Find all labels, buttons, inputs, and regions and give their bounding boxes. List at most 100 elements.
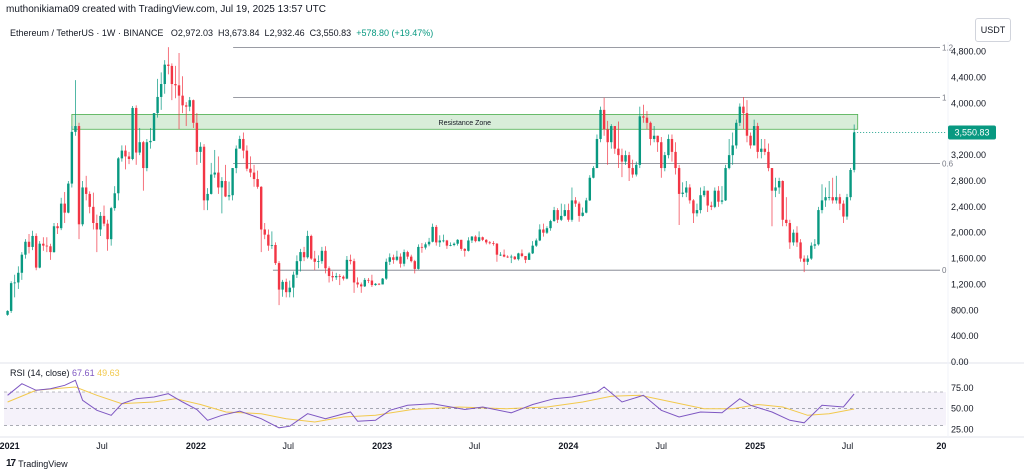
candle-body <box>209 174 213 194</box>
candle-body <box>617 148 620 156</box>
candle-body <box>388 257 391 262</box>
candle-body <box>763 148 767 152</box>
candle-body <box>760 148 763 152</box>
candle-body <box>520 253 524 256</box>
last-price-label: 3,550.83 <box>954 127 989 137</box>
candle-body <box>613 126 617 149</box>
candle-body <box>795 232 799 243</box>
candle-body <box>706 190 709 206</box>
candle-body <box>620 155 624 162</box>
candle-body <box>174 84 177 86</box>
candle-body <box>549 221 552 229</box>
time-axis-label: 2025 <box>745 441 765 451</box>
candle-body <box>777 180 781 188</box>
currency-button[interactable]: USDT <box>975 18 1011 42</box>
candle-body <box>463 248 466 251</box>
candle-body <box>402 252 406 264</box>
candle-body <box>502 254 506 257</box>
candle-body <box>442 240 445 242</box>
candle-body <box>74 126 77 132</box>
candle-body <box>188 100 191 107</box>
candle-body <box>470 236 474 241</box>
candle-body <box>77 126 81 225</box>
symbol-info: Ethereum / TetherUS · 1W · BINANCE O2,97… <box>10 28 433 38</box>
candle-body <box>542 229 545 233</box>
last-price-badge <box>948 125 996 140</box>
rsi-tick-label: 50.00 <box>951 404 974 414</box>
candle-body <box>256 179 259 187</box>
candle-body <box>63 203 66 213</box>
candle-body <box>281 281 284 290</box>
candle-body <box>356 282 359 285</box>
candle-body <box>720 200 724 202</box>
candle-body <box>399 256 402 264</box>
candle-body <box>117 158 120 194</box>
candle-body <box>485 239 488 243</box>
candle-body <box>124 150 127 157</box>
candle-body <box>59 203 63 229</box>
candle-body <box>367 279 370 281</box>
candle-body <box>406 252 409 257</box>
rsi-title[interactable]: RSI (14, close) <box>10 368 70 378</box>
price-tick-label: 4,800.00 <box>951 47 986 57</box>
candle-body <box>552 210 556 222</box>
tradingview-brand: 17 TradingView <box>6 458 68 469</box>
candle-body <box>756 126 759 152</box>
candle-body <box>224 180 227 197</box>
time-axis-label: 2021 <box>0 441 20 451</box>
candle-body <box>163 64 166 85</box>
candle-body <box>727 155 731 169</box>
candle-body <box>152 113 156 141</box>
candle-body <box>249 168 252 173</box>
tradingview-logo-icon: 17 <box>6 458 16 469</box>
candle-body <box>263 229 266 235</box>
rsi-legend: RSI (14, close) 67.61 49.63 <box>10 368 120 378</box>
time-axis-label: 2022 <box>186 441 206 451</box>
candle-body <box>6 310 9 315</box>
candle-body <box>602 109 606 130</box>
candle-body <box>717 190 720 202</box>
candle-body <box>217 172 220 188</box>
high-value: 3,673.84 <box>224 28 260 38</box>
candle-body <box>752 126 756 146</box>
candle-body <box>817 210 820 245</box>
candle-body <box>681 192 684 194</box>
candle-body <box>624 155 627 162</box>
candle-body <box>631 168 634 175</box>
low-value: 2,932.46 <box>269 28 305 38</box>
candle-body <box>320 250 324 262</box>
candle-body <box>524 255 527 260</box>
change-value: +578.80 (+19.47%) <box>356 28 434 38</box>
candle-body <box>674 151 677 169</box>
candle-body <box>724 168 727 201</box>
rsi-ma-line <box>7 386 855 423</box>
candle-body <box>545 228 549 233</box>
resistance-zone-box[interactable] <box>71 114 859 130</box>
candle-body <box>17 272 20 283</box>
candle-body <box>627 155 631 169</box>
candle-body <box>642 116 645 118</box>
open-label: O <box>170 28 178 38</box>
candle-body <box>456 239 459 244</box>
candle-body <box>477 237 481 242</box>
candle-body <box>606 129 609 143</box>
candle-body <box>270 244 274 246</box>
candle-body <box>331 276 334 278</box>
candle-body <box>342 276 345 279</box>
candle-body <box>199 146 202 152</box>
price-tick-label: 1,200.00 <box>951 279 986 289</box>
candle-body <box>749 135 752 146</box>
candle-body <box>145 142 149 169</box>
candle-body <box>838 197 842 204</box>
candle-body <box>227 195 231 197</box>
candle-body <box>306 235 309 258</box>
candle-body <box>159 84 163 97</box>
candle-body <box>735 122 738 146</box>
candle-body <box>788 223 792 243</box>
symbol-name[interactable]: Ethereum / TetherUS · 1W · BINANCE <box>10 28 164 38</box>
candle-body <box>710 205 713 207</box>
candle-body <box>527 253 531 260</box>
candle-body <box>802 258 806 262</box>
time-axis-label: Jul <box>469 441 481 451</box>
